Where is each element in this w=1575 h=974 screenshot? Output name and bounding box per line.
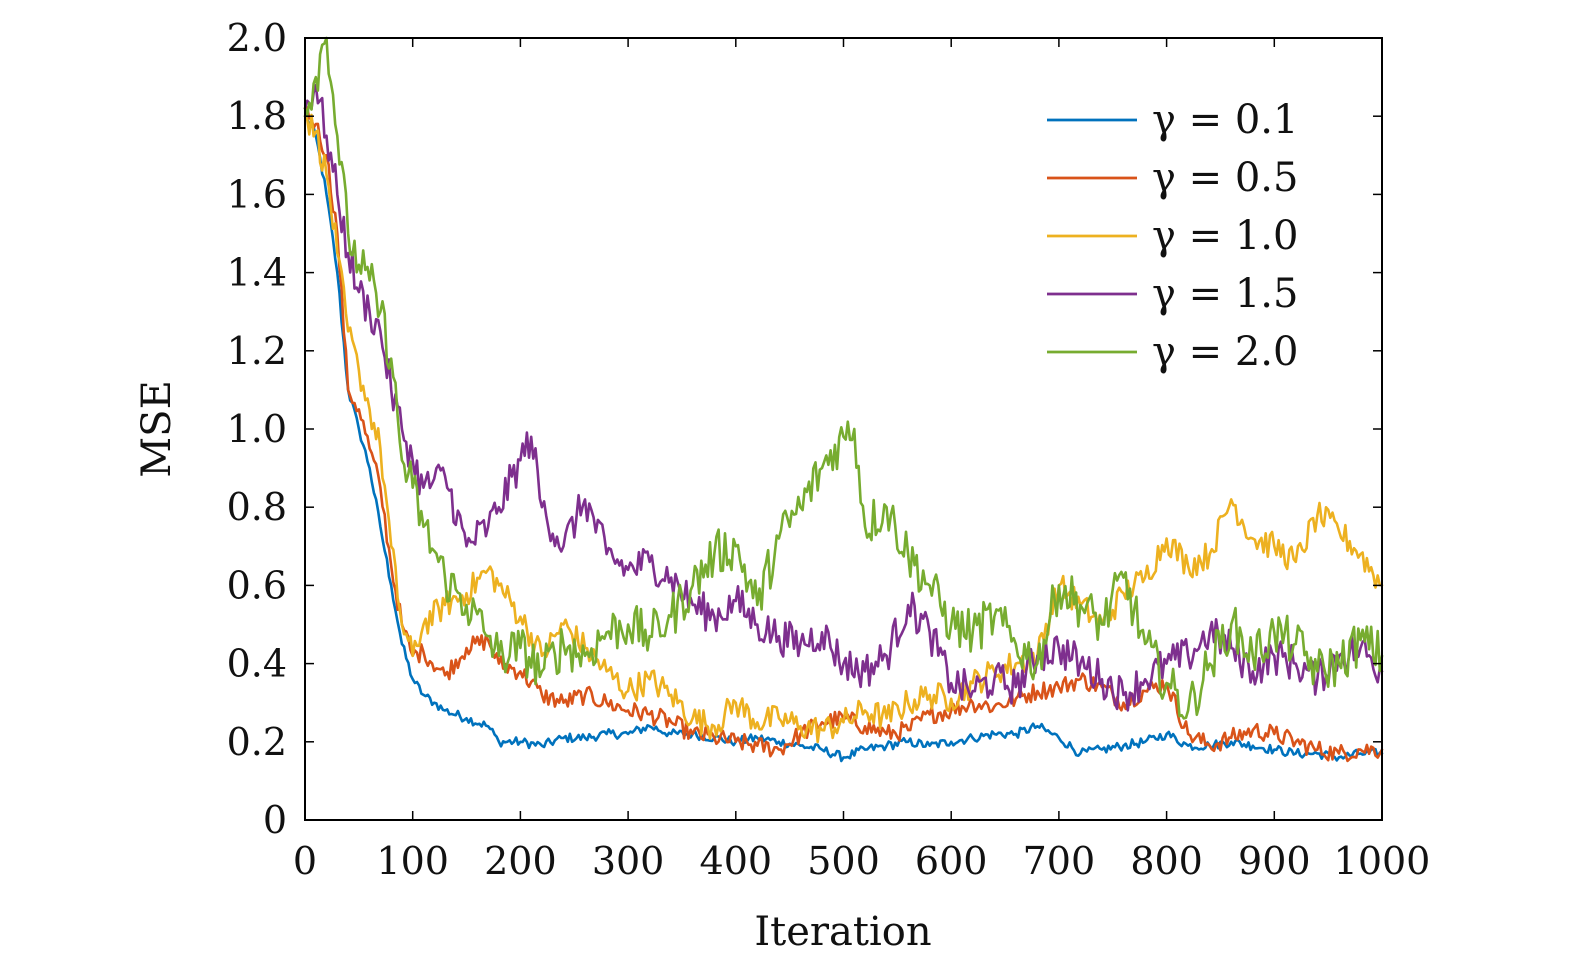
x-tick-label: 700 xyxy=(1023,839,1096,883)
x-tick-label: 300 xyxy=(592,839,665,883)
x-tick-label: 200 xyxy=(484,839,557,883)
y-tick-label: 0.6 xyxy=(227,563,287,607)
x-tick-label: 100 xyxy=(376,839,449,883)
legend-label-1: γ = 0.1 xyxy=(1152,97,1298,143)
y-tick-label: 1.2 xyxy=(227,329,287,373)
x-axis-title: Iteration xyxy=(754,909,931,955)
series-line-5 xyxy=(303,36,1384,720)
series-line-1 xyxy=(303,114,1384,763)
y-tick-label: 1.6 xyxy=(227,172,287,216)
y-tick-label: 0 xyxy=(263,798,287,842)
legend-label-5: γ = 2.0 xyxy=(1152,329,1298,375)
legend: γ = 0.1 γ = 0.5 γ = 1.0 γ = 1.5 γ = 2.0 xyxy=(1047,97,1298,375)
legend-label-2: γ = 0.5 xyxy=(1152,155,1298,201)
x-tick-label: 500 xyxy=(807,839,880,883)
series-line-4 xyxy=(303,83,1384,712)
y-tick-label: 1.0 xyxy=(227,407,287,451)
y-tick-label: 1.4 xyxy=(227,251,287,295)
x-tick-label: 0 xyxy=(293,839,317,883)
x-tick-label: 800 xyxy=(1130,839,1203,883)
y-tick-label: 1.8 xyxy=(227,94,287,138)
series-line-3 xyxy=(303,113,1384,744)
series-layer xyxy=(303,36,1384,763)
y-tick-label: 0.4 xyxy=(227,642,287,686)
x-axis-ticks: 0 100 200 300 400 500 600 700 800 900 1000 xyxy=(293,38,1430,883)
x-tick-label: 900 xyxy=(1238,839,1311,883)
x-tick-label: 600 xyxy=(915,839,988,883)
y-tick-label: 0.2 xyxy=(227,720,287,764)
y-tick-label: 2.0 xyxy=(227,16,287,60)
x-tick-label: 400 xyxy=(700,839,773,883)
y-axis-ticks: 0 0.2 0.4 0.6 0.8 1.0 1.2 1.4 1.6 1.8 2.0 xyxy=(227,16,1382,842)
legend-label-3: γ = 1.0 xyxy=(1152,213,1298,259)
legend-label-4: γ = 1.5 xyxy=(1152,271,1298,317)
y-tick-label: 0.8 xyxy=(227,485,287,529)
x-tick-label: 1000 xyxy=(1334,839,1431,883)
y-axis-title: MSE xyxy=(134,380,180,478)
